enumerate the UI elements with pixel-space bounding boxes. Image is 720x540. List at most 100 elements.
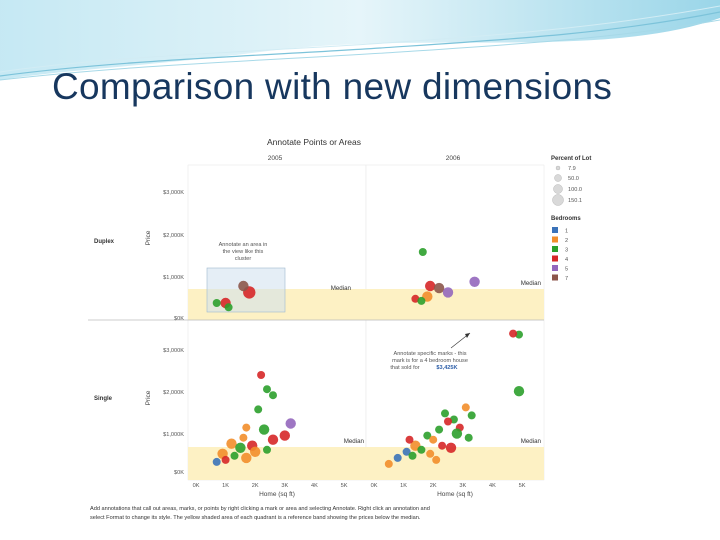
- annotation-point-line-2: mark is for a 4 bedroom house: [392, 358, 468, 364]
- scatter-point-duplex-2006-7[interactable]: [417, 296, 426, 305]
- median-label-single-2005: Median: [344, 438, 365, 445]
- y-tick-single-1000: $1,000K: [163, 432, 184, 438]
- y-tick-duplex-2000: $2,000K: [163, 233, 184, 239]
- scatter-point-single-2006-11[interactable]: [429, 435, 438, 444]
- scatter-point-single-2006-13[interactable]: [438, 441, 447, 450]
- column-header-2005: 2005: [268, 155, 283, 162]
- x-tick-2005-3K: 3K: [281, 483, 288, 489]
- legend-color-title: Bedrooms: [551, 216, 581, 222]
- median-band-single-2006: [366, 447, 544, 480]
- scatter-point-single-2005-19[interactable]: [239, 433, 248, 442]
- column-header-2006: 2006: [446, 155, 461, 162]
- legend-color-items: 1 2 3 4 5 7: [552, 227, 568, 282]
- scatter-point-duplex-2006-5[interactable]: [411, 294, 420, 303]
- scatter-point-single-2005-2[interactable]: [257, 371, 266, 379]
- scatter-point-single-2006-17[interactable]: [426, 449, 435, 458]
- annotation-area-line-2: the view like this: [223, 249, 264, 255]
- scatter-point-single-2005-18[interactable]: [263, 445, 271, 454]
- scatter-point-single-2006-22[interactable]: [461, 403, 470, 412]
- y-tick-duplex-0: $0K: [174, 316, 184, 322]
- y-axis-title-single: Price: [145, 390, 152, 405]
- scatter-point-single-2005-17[interactable]: [221, 455, 230, 464]
- x-axis-title-2006: Home (sq ft): [437, 491, 473, 498]
- scatter-point-duplex-2005-4[interactable]: [238, 280, 249, 292]
- caption-line-2: select Format to change its style. The y…: [90, 515, 421, 521]
- legend-color-label-3: 3: [565, 248, 568, 254]
- x-tick-2006-2K: 2K: [430, 483, 437, 489]
- scatter-point-single-2006-16[interactable]: [402, 447, 411, 456]
- y-tick-single-2000: $2,000K: [163, 390, 184, 396]
- scatter-point-single-2005-15[interactable]: [241, 452, 252, 464]
- scatter-point-single-2005-12[interactable]: [250, 446, 261, 457]
- scatter-point-single-2006-10[interactable]: [423, 431, 432, 440]
- scatter-point-single-2006-24[interactable]: [405, 435, 414, 444]
- annotation-point-line-1: Annotate specific marks - this: [393, 351, 466, 357]
- scatter-point-single-2006-5[interactable]: [467, 411, 476, 420]
- legend-color-swatch-2: [552, 236, 558, 243]
- y-axis-title-duplex: Price: [145, 230, 152, 245]
- scatter-point-duplex-2005-1[interactable]: [224, 303, 233, 312]
- scatter-point-duplex-2006-0[interactable]: [418, 248, 427, 256]
- scatter-point-single-2005-9[interactable]: [226, 438, 237, 449]
- annotation-point-value: $3,425K: [436, 365, 457, 371]
- scatter-point-single-2005-8[interactable]: [279, 430, 290, 441]
- median-label-duplex-2005: Median: [331, 285, 352, 292]
- scatter-point-duplex-2006-2[interactable]: [433, 282, 445, 294]
- x-tick-2006-5K: 5K: [519, 483, 526, 489]
- scatter-point-duplex-2006-3[interactable]: [442, 287, 454, 298]
- legend-size-label: 50.0: [568, 176, 579, 182]
- median-band-duplex-2006: [366, 289, 544, 320]
- scatter-point-single-2005-10[interactable]: [235, 442, 246, 453]
- x-tick-2005-4K: 4K: [311, 483, 318, 489]
- x-tick-2006-3K: 3K: [459, 483, 466, 489]
- legend-color-swatch-1: [552, 227, 558, 233]
- viz-title: Annotate Points or Areas: [267, 137, 361, 147]
- y-tick-duplex-1000: $1,000K: [163, 275, 184, 281]
- scatter-point-single-2006-7[interactable]: [435, 425, 444, 434]
- scatter-point-single-2005-16[interactable]: [212, 457, 221, 466]
- scatter-point-single-2005-3[interactable]: [254, 405, 263, 414]
- x-tick-2006-1K: 1K: [400, 483, 407, 489]
- x-tick-2006-4K: 4K: [489, 483, 496, 489]
- scatter-point-single-2005-0[interactable]: [269, 391, 277, 400]
- scatter-point-duplex-2005-2[interactable]: [212, 299, 221, 307]
- scatter-point-single-2005-1[interactable]: [263, 385, 271, 394]
- x-axis-title-2005: Home (sq ft): [259, 491, 295, 498]
- x-tick-2005-5K: 5K: [341, 483, 348, 489]
- scatter-point-single-2005-7[interactable]: [267, 434, 279, 445]
- scatter-point-single-2006-21[interactable]: [432, 455, 441, 464]
- annotation-area-line-1: Annotate an area in: [219, 242, 268, 248]
- scatter-point-single-2005-6[interactable]: [258, 424, 270, 435]
- y-tick-single-3000: $3,000K: [163, 348, 184, 354]
- scatter-point-single-2006-9[interactable]: [464, 433, 473, 442]
- scatter-point-single-2006-23[interactable]: [444, 417, 452, 426]
- scatter-point-single-2006-14[interactable]: [417, 445, 426, 454]
- scatter-point-single-2005-5[interactable]: [242, 423, 251, 432]
- x-tick-2005-1K: 1K: [222, 483, 229, 489]
- scatter-point-single-2005-14[interactable]: [230, 451, 239, 460]
- scatter-point-single-2006-0[interactable]: [515, 330, 523, 339]
- scatter-point-single-2006-2[interactable]: [509, 329, 518, 338]
- scatter-point-single-2006-18[interactable]: [393, 453, 402, 462]
- scatter-point-single-2005-4[interactable]: [285, 418, 296, 429]
- scatter-point-duplex-2006-4[interactable]: [469, 276, 480, 287]
- scatter-point-single-2006-8[interactable]: [451, 428, 463, 439]
- scatter-point-single-2006-3[interactable]: [441, 409, 449, 418]
- scatter-point-single-2006-19[interactable]: [384, 459, 393, 468]
- x-axis-ticks: 0K 1K 2K 3K 4K 5K 0K 1K 2K 3K 4K 5K: [193, 483, 526, 489]
- legend-size-label: 7.9: [568, 166, 576, 172]
- median-label-single-2006: Median: [521, 438, 542, 445]
- scatter-point-single-2006-1[interactable]: [513, 386, 525, 397]
- scatter-point-single-2006-15[interactable]: [445, 442, 457, 453]
- legend-color-label-5: 5: [565, 267, 568, 273]
- legend-color-label-7: 7: [565, 276, 568, 282]
- scatter-point-duplex-2006-1[interactable]: [425, 280, 436, 292]
- scatter-point-single-2006-20[interactable]: [408, 451, 417, 460]
- legend-size-swatch: [554, 174, 562, 182]
- header-wave-decoration: [0, 0, 720, 81]
- scatter-marks: [212, 248, 525, 468]
- row-header-single: Single: [94, 396, 113, 402]
- slide-title: Comparison with new dimensions: [52, 66, 613, 107]
